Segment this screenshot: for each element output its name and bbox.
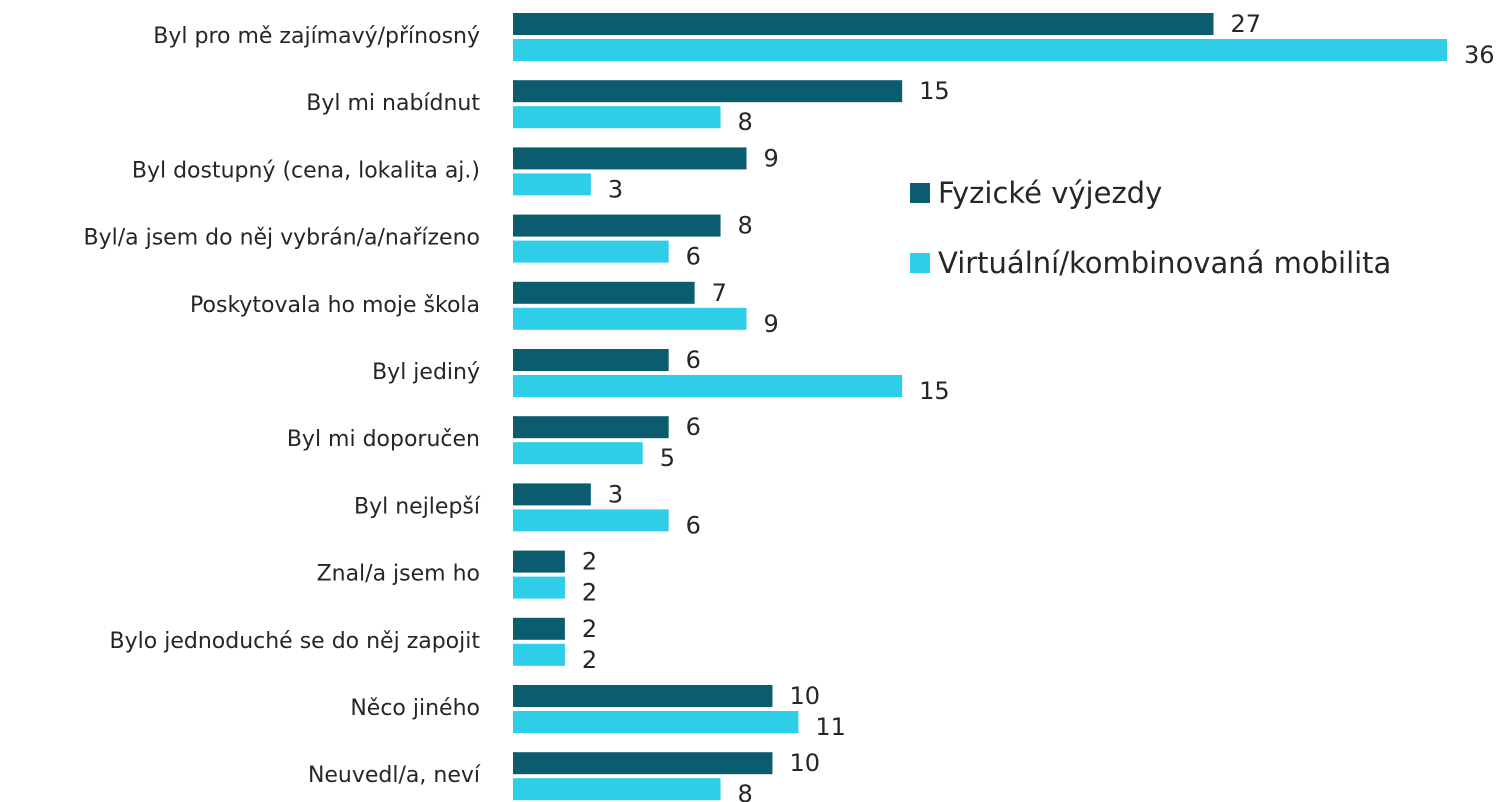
category-label: Bylo jednoduché se do něj zapojit	[110, 629, 481, 654]
bar	[513, 685, 773, 707]
data-label: 2	[582, 548, 597, 576]
bar	[513, 643, 565, 666]
data-label: 7	[712, 279, 727, 307]
data-label: 11	[815, 713, 846, 741]
data-label: 27	[1231, 10, 1262, 38]
bar	[513, 483, 591, 506]
bar	[513, 240, 669, 263]
category-label: Znal/a jsem ho	[317, 562, 480, 587]
category-label: Poskytovala ho moje škola	[190, 293, 480, 318]
bar	[513, 375, 903, 397]
bar	[513, 147, 747, 170]
data-label: 8	[738, 212, 753, 240]
category-label: Byl pro mě zajímavý/přínosný	[153, 24, 480, 49]
bar	[513, 281, 695, 304]
data-label: 5	[660, 444, 675, 472]
bar	[513, 349, 669, 371]
data-label: 3	[608, 480, 623, 508]
bar	[513, 617, 565, 640]
category-label: Byl mi nabídnut	[306, 91, 480, 116]
data-label: 9	[764, 310, 779, 338]
data-label: 15	[919, 377, 950, 405]
data-label: 10	[789, 682, 820, 710]
category-label: Byl mi doporučen	[287, 427, 480, 452]
data-label: 10	[789, 749, 820, 777]
bar	[513, 214, 721, 237]
bar	[513, 307, 747, 330]
category-label: Něco jiného	[350, 696, 480, 721]
bar	[513, 778, 721, 801]
data-label: 6	[686, 413, 701, 441]
data-label: 9	[764, 144, 779, 172]
data-label: 2	[582, 646, 597, 674]
legend-label: Virtuální/kombinovaná mobilita	[938, 246, 1391, 280]
bar	[513, 13, 1214, 35]
legend-label: Fyzické výjezdy	[938, 176, 1162, 210]
data-label: 2	[582, 579, 597, 607]
bar	[513, 711, 799, 733]
data-label: 6	[686, 511, 701, 539]
data-label: 3	[608, 175, 623, 203]
data-label: 6	[686, 243, 701, 271]
bar	[513, 442, 643, 465]
data-label: 6	[686, 346, 701, 374]
bar	[513, 752, 773, 775]
data-label: 36	[1464, 41, 1495, 69]
data-label: 15	[919, 77, 950, 105]
bar	[513, 80, 903, 103]
bar	[513, 576, 565, 599]
data-label: 8	[738, 780, 753, 802]
bar	[513, 416, 669, 439]
bar	[513, 173, 591, 196]
bar	[513, 509, 669, 532]
bar	[513, 550, 565, 573]
category-label: Byl/a jsem do něj vybrán/a/nařízeno	[84, 226, 481, 251]
data-label: 2	[582, 615, 597, 643]
category-label: Byl dostupný (cena, lokalita aj.)	[132, 158, 480, 183]
category-label: Byl jediný	[372, 360, 480, 385]
legend-swatch	[910, 253, 930, 273]
data-label: 8	[738, 108, 753, 136]
category-label: Neuvedl/a, neví	[308, 763, 481, 788]
legend-swatch	[910, 183, 930, 203]
bar	[513, 39, 1447, 61]
bar	[513, 106, 721, 129]
category-label: Byl nejlepší	[354, 494, 481, 519]
